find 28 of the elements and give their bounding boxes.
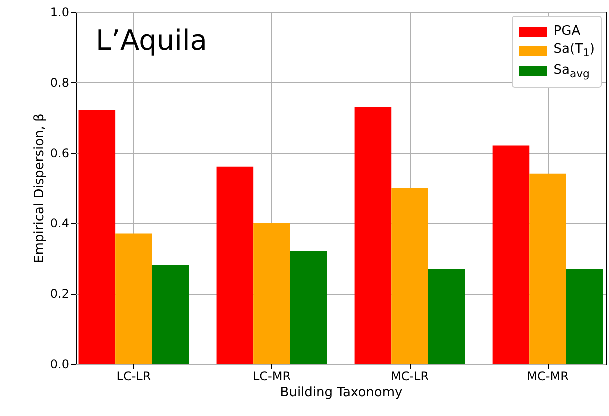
bar bbox=[116, 234, 152, 364]
bar bbox=[492, 146, 530, 364]
y-tick-label: 0.6 bbox=[50, 146, 70, 160]
y-tick-label: 1.0 bbox=[50, 6, 70, 20]
x-tick-label: LC-MR bbox=[252, 370, 292, 384]
bar bbox=[354, 107, 392, 364]
y-axis-title: Empirical Dispersion, β bbox=[32, 114, 48, 264]
y-tick-label: 0.8 bbox=[50, 76, 70, 90]
y-tick-label: 0.2 bbox=[50, 287, 70, 302]
bar bbox=[392, 188, 428, 364]
bar bbox=[290, 251, 328, 364]
legend-label: PGA bbox=[554, 24, 581, 39]
legend-label: Sa$_{avg}$ bbox=[554, 62, 590, 80]
bar bbox=[428, 268, 466, 364]
x-tick-label: LC-LR bbox=[116, 370, 152, 384]
bar bbox=[530, 174, 566, 364]
annotation: L’Aquila bbox=[96, 24, 208, 57]
y-tick-label: 0.0 bbox=[50, 358, 70, 372]
bar bbox=[216, 166, 254, 364]
bar bbox=[152, 265, 190, 364]
bar bbox=[566, 268, 604, 364]
x-tick-label: MC-MR bbox=[527, 370, 569, 384]
bar bbox=[78, 110, 116, 364]
bar bbox=[254, 223, 290, 364]
legend-label: Sa(T$_{1}$) bbox=[554, 42, 595, 60]
x-axis-title: Building Taxonomy bbox=[280, 386, 404, 400]
x-tick-label: MC-LR bbox=[390, 370, 430, 384]
y-tick-label: 0.4 bbox=[50, 216, 70, 231]
